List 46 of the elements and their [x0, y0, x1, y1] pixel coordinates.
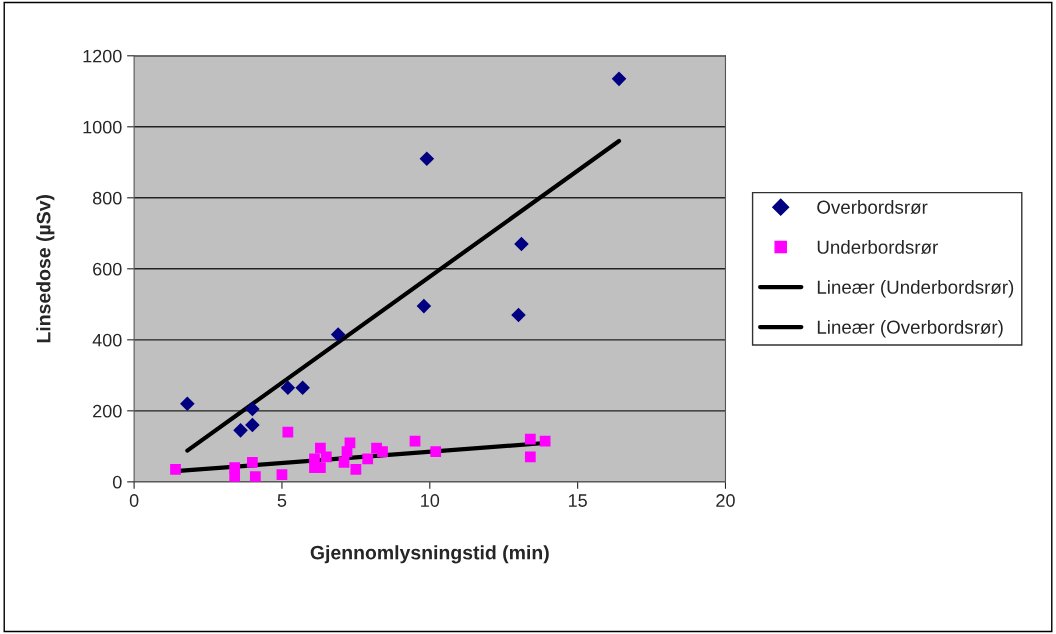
point	[514, 236, 529, 252]
x-tick-label: 5	[277, 494, 287, 507]
point	[295, 380, 310, 396]
point	[377, 446, 388, 458]
legend-label: Lineær (Underbordsrør)	[817, 280, 1014, 298]
y-tick-label: 400	[92, 333, 122, 347]
x-tick-label: 20	[716, 494, 735, 507]
point	[338, 456, 350, 468]
point	[180, 396, 195, 412]
point	[247, 456, 258, 468]
point	[344, 437, 356, 449]
point	[511, 307, 526, 323]
y-tick-label: 1200	[83, 49, 122, 63]
y-tick-label: 0	[112, 475, 122, 489]
legend-label: Lineær (Overbordsrør)	[817, 320, 1003, 338]
point	[362, 453, 374, 465]
point	[430, 446, 442, 458]
legend-label: Overbordsrør	[817, 200, 928, 215]
point	[524, 433, 536, 445]
point	[315, 442, 326, 454]
point	[282, 426, 294, 438]
y-axis-title: Linsedose (µSv)	[36, 195, 55, 343]
point	[280, 380, 296, 396]
x-tick-label: 10	[421, 494, 440, 507]
point	[233, 423, 248, 438]
point	[229, 471, 241, 482]
legend-label: Underbordsrør	[817, 240, 938, 255]
x-tick-label: 0	[129, 494, 139, 507]
y-tick-label: 800	[92, 191, 122, 205]
point	[524, 451, 536, 463]
point	[276, 469, 288, 481]
point	[419, 151, 435, 167]
point	[245, 417, 260, 433]
x-tick-label: 15	[568, 494, 587, 507]
x-axis-title: Gjennomlysningstid (min)	[310, 545, 549, 564]
point	[249, 471, 261, 482]
y-tick-label: 600	[93, 262, 122, 276]
point	[611, 71, 627, 87]
point	[170, 464, 181, 475]
point	[320, 451, 332, 463]
point	[350, 464, 362, 475]
point	[416, 298, 432, 314]
point	[245, 401, 260, 417]
point	[330, 327, 346, 342]
y-tick-label: 200	[93, 404, 122, 418]
y-tick-label: 1000	[83, 120, 122, 134]
